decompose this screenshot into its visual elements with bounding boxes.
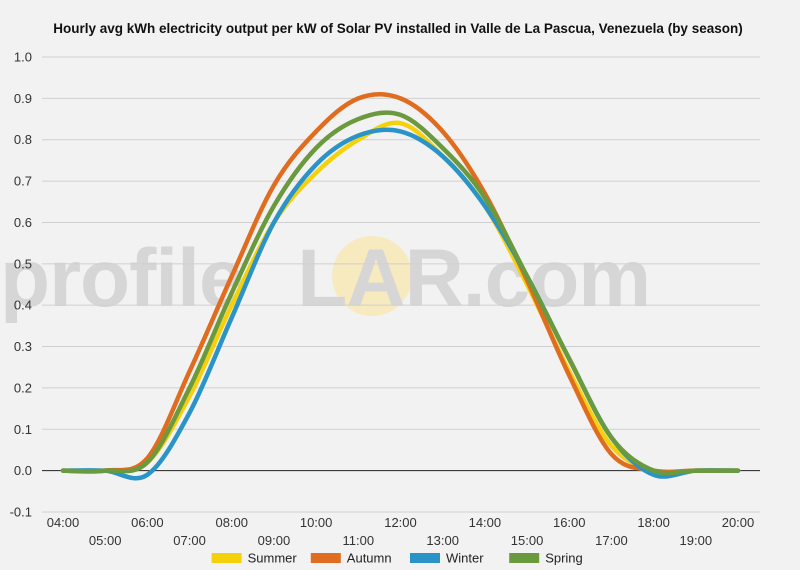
chart-title: Hourly avg kWh electricity output per kW… xyxy=(53,21,742,36)
x-tick-label: 07:00 xyxy=(173,533,206,548)
legend-label-winter: Winter xyxy=(446,551,484,566)
legend-swatch-winter xyxy=(410,553,440,563)
series-line-spring xyxy=(60,110,741,476)
x-tick-label: 12:00 xyxy=(384,515,417,530)
x-tick-label: 20:00 xyxy=(722,515,755,530)
x-tick-label: 18:00 xyxy=(637,515,670,530)
y-tick-label: 0.5 xyxy=(14,256,32,271)
legend-swatch-spring xyxy=(509,553,540,563)
x-tick-label: 15:00 xyxy=(511,533,544,548)
legend-label-autumn: Autumn xyxy=(347,551,392,566)
y-axis-ticks: -0.1 0.0 0.1 0.2 0.3 0.4 0.5 0.6 0.7 0.8 0.9 1.0 xyxy=(10,50,32,520)
x-tick-label: 08:00 xyxy=(215,515,248,530)
y-tick-label: 0.8 xyxy=(14,132,32,147)
gridlines xyxy=(42,56,760,513)
x-tick-label: 09:00 xyxy=(258,533,291,548)
watermark-text: profileSLAR.com xyxy=(0,233,650,324)
sun-watermark-icon xyxy=(332,236,412,316)
x-tick-label: 17:00 xyxy=(595,533,628,548)
x-tick-label: 11:00 xyxy=(343,533,375,548)
y-tick-label: 0.0 xyxy=(14,463,32,478)
legend-swatch-autumn xyxy=(310,553,341,563)
y-tick-label: 0.2 xyxy=(14,380,32,395)
x-tick-label: 10:00 xyxy=(300,515,333,530)
legend-swatch-summer xyxy=(211,553,242,563)
y-tick-label: 0.3 xyxy=(14,339,32,354)
x-tick-label: 14:00 xyxy=(469,515,502,530)
watermark-logo: profileSLAR.com xyxy=(0,233,651,324)
y-tick-label: 0.1 xyxy=(14,422,32,437)
y-tick-label: -0.1 xyxy=(10,505,32,520)
series-line-autumn xyxy=(60,91,741,475)
x-tick-label: 05:00 xyxy=(89,533,122,548)
y-tick-label: 0.9 xyxy=(14,91,32,106)
x-tick-label: 19:00 xyxy=(680,533,713,548)
y-tick-label: 0.4 xyxy=(14,298,32,313)
x-tick-label: 13:00 xyxy=(426,533,459,548)
x-tick-label: 06:00 xyxy=(131,515,164,530)
y-tick-label: 1.0 xyxy=(14,50,32,65)
y-tick-label: 0.7 xyxy=(14,174,32,189)
legend-label-spring: Spring xyxy=(545,551,583,566)
legend-label-summer: Summer xyxy=(248,551,298,566)
x-tick-label: 16:00 xyxy=(553,515,586,530)
series-lines xyxy=(60,91,741,481)
y-tick-label: 0.6 xyxy=(14,215,32,230)
legend: Summer Autumn Winter Spring xyxy=(211,551,583,566)
x-axis-ticks: 04:00 05:00 06:00 07:00 08:00 09:00 10:00 11:00… xyxy=(47,515,755,548)
series-line-summer xyxy=(60,120,741,475)
x-tick-label: 04:00 xyxy=(47,515,80,530)
